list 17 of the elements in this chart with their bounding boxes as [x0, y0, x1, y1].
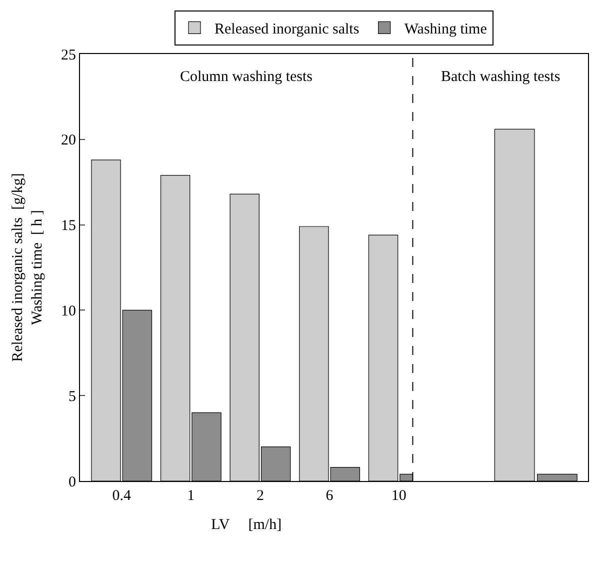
x-tick-label: 10 [391, 488, 406, 504]
x-tick-label: 6 [326, 488, 334, 504]
y-tick-label: 10 [61, 303, 76, 320]
annotation: Batch washing tests [441, 69, 560, 85]
legend-label: Released inorganic salts [214, 22, 360, 38]
x-tick-label: 2 [256, 488, 264, 504]
x-axis-title: LV [m/h] [211, 517, 282, 533]
x-tick-label: 0.4 [112, 488, 132, 504]
y-tick-label: 0 [68, 474, 76, 490]
y-tick-label: 15 [61, 218, 76, 234]
x-tick-label: 1 [187, 488, 195, 504]
y-tick-label: 5 [68, 388, 76, 405]
legend-label: Washing time [404, 22, 488, 38]
y-tick-label: 20 [61, 132, 76, 149]
y-axis-title: Released inorganic salts [g/kg] Washing time [ h ] [10, 173, 46, 362]
annotation: Column washing tests [180, 69, 313, 85]
y-tick-label: 25 [61, 47, 76, 64]
